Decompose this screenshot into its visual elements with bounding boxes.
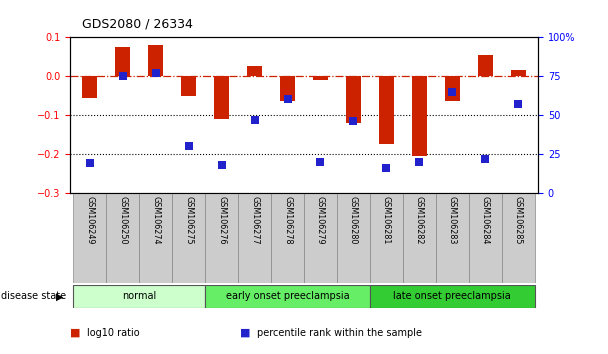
Bar <box>205 193 238 283</box>
Text: GSM106249: GSM106249 <box>85 196 94 244</box>
Point <box>513 101 523 107</box>
Text: normal: normal <box>122 291 156 302</box>
Point <box>216 162 226 168</box>
Point <box>283 97 292 102</box>
Point <box>348 119 358 124</box>
Bar <box>73 285 205 308</box>
Text: ■: ■ <box>70 328 80 338</box>
Text: disease state: disease state <box>1 291 66 302</box>
Text: GSM106275: GSM106275 <box>184 196 193 244</box>
Bar <box>337 193 370 283</box>
Bar <box>502 193 535 283</box>
Bar <box>82 76 97 97</box>
Point <box>316 159 325 165</box>
Point <box>415 159 424 165</box>
Bar <box>280 76 295 102</box>
Text: percentile rank within the sample: percentile rank within the sample <box>257 328 422 338</box>
Bar <box>238 193 271 283</box>
Bar <box>116 47 130 76</box>
Bar <box>148 45 163 76</box>
Point <box>480 156 490 161</box>
Bar <box>511 70 526 76</box>
Bar <box>172 193 205 283</box>
Bar <box>370 193 403 283</box>
Bar <box>73 193 106 283</box>
Bar <box>304 193 337 283</box>
Text: GSM106250: GSM106250 <box>118 196 127 244</box>
Point <box>184 143 193 149</box>
Bar <box>445 76 460 102</box>
Bar <box>346 76 361 123</box>
Text: late onset preeclampsia: late onset preeclampsia <box>393 291 511 302</box>
Point <box>382 165 392 171</box>
Bar <box>181 76 196 96</box>
Text: GSM106284: GSM106284 <box>481 196 490 244</box>
Text: GDS2080 / 26334: GDS2080 / 26334 <box>82 17 193 30</box>
Text: GSM106282: GSM106282 <box>415 196 424 244</box>
Point <box>85 160 95 166</box>
Text: GSM106280: GSM106280 <box>349 196 358 244</box>
Text: GSM106279: GSM106279 <box>316 196 325 244</box>
Bar <box>403 193 436 283</box>
Text: GSM106277: GSM106277 <box>250 196 259 244</box>
Point <box>447 89 457 95</box>
Bar <box>436 193 469 283</box>
Point <box>118 73 128 79</box>
Bar <box>412 76 427 156</box>
Text: ▶: ▶ <box>57 291 64 302</box>
Text: GSM106283: GSM106283 <box>448 196 457 244</box>
Text: GSM106278: GSM106278 <box>283 196 292 244</box>
Text: log10 ratio: log10 ratio <box>87 328 140 338</box>
Bar <box>469 193 502 283</box>
Bar <box>313 76 328 80</box>
Bar <box>139 193 172 283</box>
Bar <box>370 285 535 308</box>
Text: ■: ■ <box>240 328 250 338</box>
Bar <box>478 55 492 76</box>
Bar <box>379 76 394 144</box>
Bar <box>271 193 304 283</box>
Text: early onset preeclampsia: early onset preeclampsia <box>226 291 350 302</box>
Text: GSM106274: GSM106274 <box>151 196 160 244</box>
Point <box>151 70 161 76</box>
Text: GSM106276: GSM106276 <box>217 196 226 244</box>
Text: GSM106281: GSM106281 <box>382 196 391 244</box>
Bar <box>214 76 229 119</box>
Bar <box>106 193 139 283</box>
Text: GSM106285: GSM106285 <box>514 196 523 244</box>
Bar <box>247 67 262 76</box>
Bar <box>205 285 370 308</box>
Point <box>250 117 260 122</box>
